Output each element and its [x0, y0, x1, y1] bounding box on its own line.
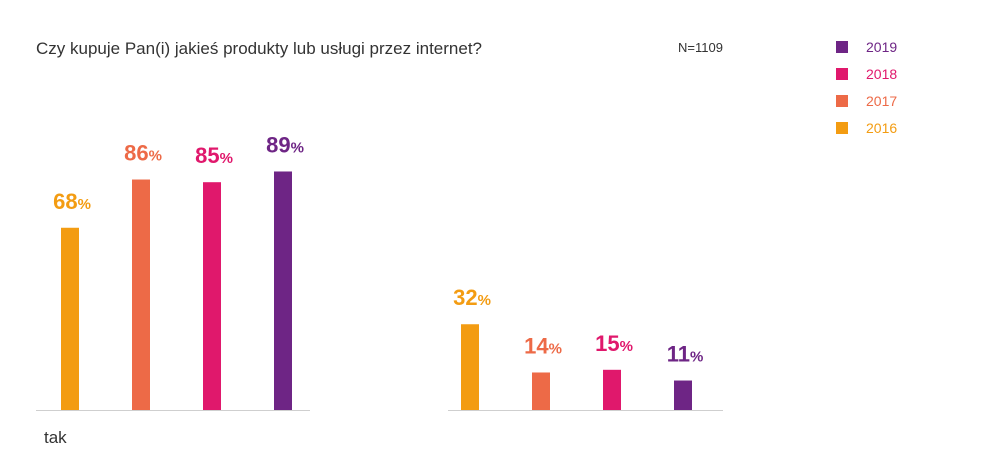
data-label-2016-group-2: 32% — [453, 285, 491, 310]
bar-2017-group-2 — [532, 372, 550, 410]
legend-swatch-2017 — [836, 95, 848, 107]
sample-size: N=1109 — [678, 40, 723, 55]
data-label-2019-group-2: 11% — [667, 342, 704, 367]
data-label-2016-group-1: 68% — [53, 189, 91, 214]
data-label-2019-group-1: 89% — [266, 132, 304, 157]
bar-group-2: 32% 14% 15% 11% — [448, 285, 723, 411]
data-label-2017-group-2: 14% — [524, 333, 562, 358]
legend-label-2016: 2016 — [866, 120, 897, 136]
chart-title: Czy kupuje Pan(i) jakieś produkty lub us… — [36, 39, 482, 58]
legend-swatch-2019 — [836, 41, 848, 53]
data-label-2018-group-1: 85% — [195, 143, 233, 168]
legend-label-2018: 2018 — [866, 66, 897, 82]
bar-group-1: 68% 86% 85% 89% tak — [36, 132, 310, 447]
legend-swatch-2016 — [836, 122, 848, 134]
legend-label-2019: 2019 — [866, 39, 897, 55]
bar-2019-group-2 — [674, 380, 692, 410]
legend: 2019 2018 2017 2016 — [836, 39, 897, 136]
data-label-2018-group-2: 15% — [595, 331, 633, 356]
bar-2019-group-1 — [274, 171, 292, 410]
bar-2018-group-2 — [603, 369, 621, 410]
bar-groups: 68% 86% 85% 89% tak 32% 14% 15% 11% — [36, 132, 723, 447]
category-label-1: tak — [44, 428, 67, 447]
bar-2018-group-1 — [203, 182, 221, 410]
bar-2017-group-1 — [132, 179, 150, 410]
bar-2016-group-2 — [461, 324, 479, 410]
legend-label-2017: 2017 — [866, 93, 897, 109]
data-label-2017-group-1: 86% — [124, 141, 162, 166]
bar-2016-group-1 — [61, 227, 79, 410]
legend-swatch-2018 — [836, 68, 848, 80]
